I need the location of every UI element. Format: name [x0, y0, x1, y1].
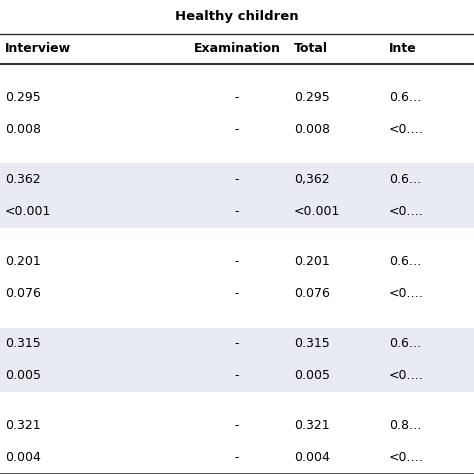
Bar: [0, 442, 474, 474]
Text: Interview: Interview: [5, 42, 71, 55]
Text: Inte: Inte: [389, 42, 417, 55]
Text: -: -: [235, 369, 239, 383]
Text: <0.…: <0.…: [389, 287, 424, 300]
Text: <0.001: <0.001: [5, 205, 51, 218]
Text: 0.315: 0.315: [294, 337, 329, 350]
Text: 0.362: 0.362: [5, 173, 40, 186]
Text: 0.004: 0.004: [294, 451, 330, 465]
Text: 0.008: 0.008: [294, 123, 330, 136]
Text: -: -: [235, 205, 239, 218]
Text: Examination: Examination: [193, 42, 281, 55]
Text: 0.008: 0.008: [5, 123, 41, 136]
Text: 0.6…: 0.6…: [389, 255, 421, 268]
Bar: [0, 246, 474, 278]
Bar: [0, 81, 474, 113]
Text: 0.295: 0.295: [294, 91, 329, 104]
Bar: [0, 278, 474, 310]
Text: 0.315: 0.315: [5, 337, 40, 350]
Text: 0.8…: 0.8…: [389, 419, 421, 432]
Bar: [0, 310, 474, 328]
Text: 0.004: 0.004: [5, 451, 41, 465]
Bar: [0, 328, 474, 360]
Text: 0.321: 0.321: [5, 419, 40, 432]
Text: -: -: [235, 287, 239, 300]
Text: Healthy children: Healthy children: [175, 10, 299, 23]
Text: 0.076: 0.076: [5, 287, 41, 300]
Text: 0.005: 0.005: [294, 369, 330, 383]
Bar: [0, 164, 474, 195]
Bar: [0, 146, 474, 164]
Text: 0.201: 0.201: [294, 255, 329, 268]
Text: -: -: [235, 173, 239, 186]
Text: 0,362: 0,362: [294, 173, 329, 186]
Bar: [0, 228, 474, 246]
Text: 0.6…: 0.6…: [389, 91, 421, 104]
Text: 0.295: 0.295: [5, 91, 40, 104]
Text: <0.…: <0.…: [389, 123, 424, 136]
Bar: [0, 410, 474, 442]
Bar: [0, 360, 474, 392]
Bar: [0, 195, 474, 228]
Text: 0.076: 0.076: [294, 287, 330, 300]
Text: 0.6…: 0.6…: [389, 173, 421, 186]
Text: 0.6…: 0.6…: [389, 337, 421, 350]
Text: Total: Total: [294, 42, 328, 55]
Text: -: -: [235, 337, 239, 350]
Text: -: -: [235, 419, 239, 432]
Text: <0.…: <0.…: [389, 451, 424, 465]
Bar: [0, 0, 474, 34]
Bar: [0, 34, 474, 64]
Text: <0.…: <0.…: [389, 369, 424, 383]
Text: <0.001: <0.001: [294, 205, 340, 218]
Text: -: -: [235, 123, 239, 136]
Bar: [0, 113, 474, 146]
Text: -: -: [235, 91, 239, 104]
Text: 0.321: 0.321: [294, 419, 329, 432]
Text: -: -: [235, 451, 239, 465]
Bar: [0, 392, 474, 410]
Text: 0.201: 0.201: [5, 255, 40, 268]
Text: <0.…: <0.…: [389, 205, 424, 218]
Text: 0.005: 0.005: [5, 369, 41, 383]
Text: -: -: [235, 255, 239, 268]
Bar: [0, 64, 474, 81]
